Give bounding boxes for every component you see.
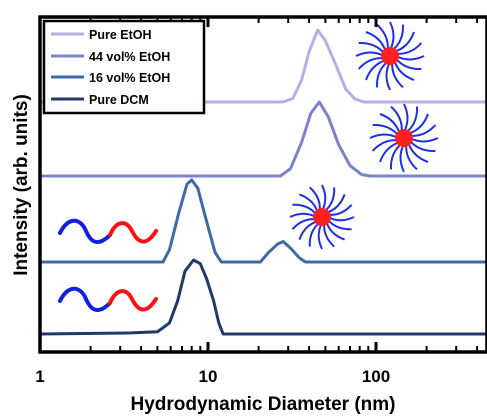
inset-layer xyxy=(58,21,439,312)
micelle-arm xyxy=(393,59,415,81)
legend-lines xyxy=(51,32,84,101)
micelle-inset-16-etoh xyxy=(289,184,355,250)
micelle-arm xyxy=(379,113,401,135)
micelle-arm xyxy=(399,143,405,173)
series-line-pure-dcm xyxy=(39,258,487,336)
micelle-arm xyxy=(409,137,439,143)
chain-inset-pure-dcm xyxy=(58,286,158,312)
micelle-arm xyxy=(321,184,327,212)
micelle-arm xyxy=(317,222,323,250)
micelle-arm xyxy=(379,141,401,163)
plot-frame xyxy=(38,15,487,354)
chain-block-blue xyxy=(58,218,112,244)
micelle-arm xyxy=(325,194,346,214)
micelle-arm xyxy=(393,31,415,53)
micelle-inset-44-etoh xyxy=(369,103,439,173)
micelle-arm xyxy=(299,193,319,214)
micelle-core xyxy=(381,47,399,65)
micelle-core xyxy=(395,129,413,147)
micelle-arm xyxy=(407,113,429,135)
micelle-inset-pure-etoh xyxy=(355,21,425,91)
micelle-arm xyxy=(357,57,385,70)
micelle-arm xyxy=(395,42,423,55)
chain-block-blue xyxy=(58,286,112,312)
micelle-arm xyxy=(385,61,391,91)
micelle-arm xyxy=(389,21,395,51)
series-line-pure-etoh xyxy=(40,28,487,104)
micelle-arm xyxy=(365,59,387,81)
micelle-arm xyxy=(365,31,387,53)
legend-label-16-etoh: 16 vol% EtOH xyxy=(89,71,170,85)
legend-label-pure-dcm: Pure DCM xyxy=(89,93,149,107)
micelle-core xyxy=(313,208,331,226)
micelle-arm xyxy=(409,124,437,137)
series-line-16-vol-etoh xyxy=(40,178,487,264)
x-axis-label: Hydrodynamic Diameter (nm) xyxy=(130,394,395,415)
series-layer xyxy=(39,28,487,336)
chain-block-red xyxy=(108,221,158,244)
series-line-44-vol-etoh xyxy=(40,100,487,178)
micelle-arm xyxy=(405,143,418,171)
micelle-arm xyxy=(355,51,385,57)
x-ticks xyxy=(38,17,479,352)
chain-inset-16-etoh xyxy=(58,218,158,244)
micelle-arm xyxy=(407,141,429,163)
x-tick-label-10: 10 xyxy=(199,367,218,386)
micelle-arm xyxy=(289,212,317,218)
micelle-arm xyxy=(327,216,355,222)
micelle-arm xyxy=(391,61,404,89)
x-tick-label-1: 1 xyxy=(35,367,44,386)
micelle-arm xyxy=(298,220,319,240)
micelle-arm xyxy=(376,23,389,51)
x-tick-label-100: 100 xyxy=(362,367,390,386)
micelle-arm xyxy=(403,103,409,133)
micelle-arm xyxy=(325,220,345,241)
micelle-arm xyxy=(395,55,425,61)
y-axis-label: Intensity (arb. units) xyxy=(11,94,32,276)
legend-label-44-etoh: 44 vol% EtOH xyxy=(89,50,170,64)
legend-label-pure-etoh: Pure EtOH xyxy=(89,28,152,42)
micelle-arm xyxy=(390,105,403,133)
micelle-arm xyxy=(371,139,399,152)
chain-block-red xyxy=(108,289,158,312)
micelle-arm xyxy=(369,133,399,139)
